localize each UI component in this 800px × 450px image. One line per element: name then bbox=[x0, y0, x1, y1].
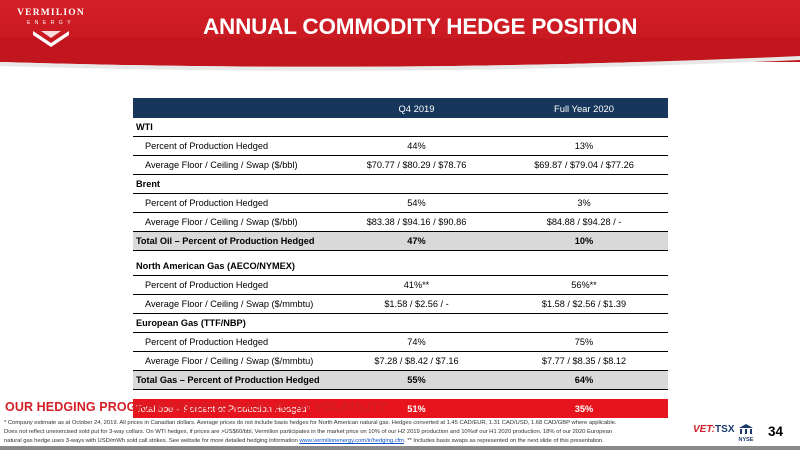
table-row: Percent of Production Hedged 41%** 56%** bbox=[133, 275, 668, 295]
footnote: * Company estimate as at October 24, 201… bbox=[4, 419, 694, 446]
section-heading: European Gas (TTF/NBP) bbox=[133, 313, 668, 333]
section-heading: North American Gas (AECO/NYMEX) bbox=[133, 257, 668, 276]
header-swoosh bbox=[0, 38, 800, 71]
logo-name: VERMILION bbox=[17, 8, 85, 18]
row-label: Percent of Production Hedged bbox=[133, 136, 333, 156]
exchange-nyse: NYSE bbox=[738, 437, 754, 443]
cell-fy: $7.77 / $8.35 / $8.12 bbox=[500, 351, 668, 371]
cell-q4: 44% bbox=[333, 136, 500, 156]
tagline: OUR HEDGING PROGRAM REDUCES CASH FLOW VO… bbox=[5, 400, 388, 414]
row-label: Total Gas – Percent of Production Hedged bbox=[133, 370, 333, 390]
cell-q4: $70.77 / $80.29 / $78.76 bbox=[333, 155, 500, 175]
row-label: Average Floor / Ceiling / Swap ($/mmbtu) bbox=[133, 294, 333, 314]
total-boe-row: Total boe – Percent of Production Hedged… bbox=[133, 399, 668, 418]
footnote-line-2: Does not reflect unexercised sold put fo… bbox=[4, 429, 613, 435]
row-label: Percent of Production Hedged bbox=[133, 193, 333, 213]
logo-sub: ENERGY bbox=[26, 20, 76, 26]
spacer-row bbox=[133, 389, 668, 399]
section-row-wti: WTI bbox=[133, 118, 668, 137]
row-label: Average Floor / Ceiling / Swap ($/bbl) bbox=[133, 155, 333, 175]
section-row-brent: Brent bbox=[133, 174, 668, 194]
company-logo: VERMILION ENERGY bbox=[14, 8, 88, 54]
table-row: Average Floor / Ceiling / Swap ($/mmbtu)… bbox=[133, 351, 668, 371]
cell-q4: $83.38 / $94.16 / $90.86 bbox=[333, 212, 500, 232]
page-number: 34 bbox=[768, 424, 784, 439]
nyse-building-icon bbox=[739, 424, 753, 434]
hedging-info-link[interactable]: www.vermilionenergy.com/ir/hedging.cfm bbox=[299, 438, 405, 444]
page-title: ANNUAL COMMODITY HEDGE POSITION bbox=[203, 14, 638, 39]
nyse-logo: NYSE bbox=[734, 424, 758, 446]
cell-fy: $84.88 / $94.28 / - bbox=[500, 212, 668, 232]
cell-fy: 10% bbox=[500, 231, 668, 251]
table-header-row: Q4 2019 Full Year 2020 bbox=[133, 98, 668, 118]
table-row: Percent of Production Hedged 54% 3% bbox=[133, 193, 668, 213]
column-header-q4-2019: Q4 2019 bbox=[333, 98, 500, 118]
row-label: Total Oil – Percent of Production Hedged bbox=[133, 231, 333, 251]
table-row: Average Floor / Ceiling / Swap ($/bbl) $… bbox=[133, 212, 668, 232]
section-heading: WTI bbox=[133, 118, 668, 137]
cell-q4: 51% bbox=[333, 399, 500, 418]
footnote-line-4: . ** Includes basis swaps as represented… bbox=[404, 438, 604, 444]
row-label: Total boe – Percent of Production Hedged… bbox=[133, 399, 333, 418]
cell-fy: 64% bbox=[500, 370, 668, 390]
section-row-eu-gas: European Gas (TTF/NBP) bbox=[133, 313, 668, 333]
row-label: Average Floor / Ceiling / Swap ($/bbl) bbox=[133, 212, 333, 232]
total-oil-row: Total Oil – Percent of Production Hedged… bbox=[133, 231, 668, 251]
table-row: Average Floor / Ceiling / Swap ($/bbl) $… bbox=[133, 155, 668, 175]
cell-q4: 54% bbox=[333, 193, 500, 213]
spacer-row bbox=[133, 250, 668, 257]
cell-q4: $1.58 / $2.56 / - bbox=[333, 294, 500, 314]
column-header-blank bbox=[133, 98, 333, 118]
cell-fy: 3% bbox=[500, 193, 668, 213]
cell-q4: 41%** bbox=[333, 275, 500, 295]
row-label: Percent of Production Hedged bbox=[133, 332, 333, 352]
cell-fy: $69.87 / $79.04 / $77.26 bbox=[500, 155, 668, 175]
cell-fy: 75% bbox=[500, 332, 668, 352]
tsx-logo: VET:TSX bbox=[693, 424, 735, 442]
cell-fy: 35% bbox=[500, 399, 668, 418]
table-row: Percent of Production Hedged 44% 13% bbox=[133, 136, 668, 156]
bottom-rule bbox=[0, 446, 800, 450]
cell-q4: 55% bbox=[333, 370, 500, 390]
logo-chevron-icon bbox=[33, 31, 69, 47]
row-label: Percent of Production Hedged bbox=[133, 275, 333, 295]
exchange-prefix: VET: bbox=[693, 424, 716, 435]
cell-fy: 56%** bbox=[500, 275, 668, 295]
cell-q4: 47% bbox=[333, 231, 500, 251]
cell-q4: $7.28 / $8.42 / $7.16 bbox=[333, 351, 500, 371]
table-row: Percent of Production Hedged 74% 75% bbox=[133, 332, 668, 352]
row-label: Average Floor / Ceiling / Swap ($/mmbtu) bbox=[133, 351, 333, 371]
table-row: Average Floor / Ceiling / Swap ($/mmbtu)… bbox=[133, 294, 668, 314]
exchange-tsx: TSX bbox=[715, 424, 735, 435]
cell-fy: 13% bbox=[500, 136, 668, 156]
section-row-na-gas: North American Gas (AECO/NYMEX) bbox=[133, 257, 668, 276]
footnote-line-3: natural gas hedge uses 3-ways with USD/m… bbox=[4, 438, 298, 444]
cell-fy: $1.58 / $2.56 / $1.39 bbox=[500, 294, 668, 314]
cell-q4: 74% bbox=[333, 332, 500, 352]
column-header-fy-2020: Full Year 2020 bbox=[500, 98, 668, 118]
section-heading: Brent bbox=[133, 174, 668, 194]
total-gas-row: Total Gas – Percent of Production Hedged… bbox=[133, 370, 668, 390]
footnote-line-1: * Company estimate as at October 24, 201… bbox=[4, 420, 617, 426]
hedge-table: Q4 2019 Full Year 2020 WTI Percent of Pr… bbox=[133, 98, 668, 418]
